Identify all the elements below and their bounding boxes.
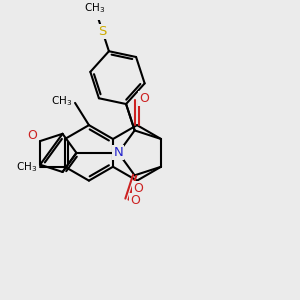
Text: O: O [139,92,149,105]
Text: O: O [27,129,37,142]
Text: N: N [113,146,123,159]
Text: S: S [98,25,107,38]
Text: CH$_3$: CH$_3$ [84,1,105,15]
Text: O: O [130,194,140,207]
Text: CH$_3$: CH$_3$ [51,94,72,108]
Text: CH$_3$: CH$_3$ [16,160,37,174]
Text: O: O [134,182,143,195]
